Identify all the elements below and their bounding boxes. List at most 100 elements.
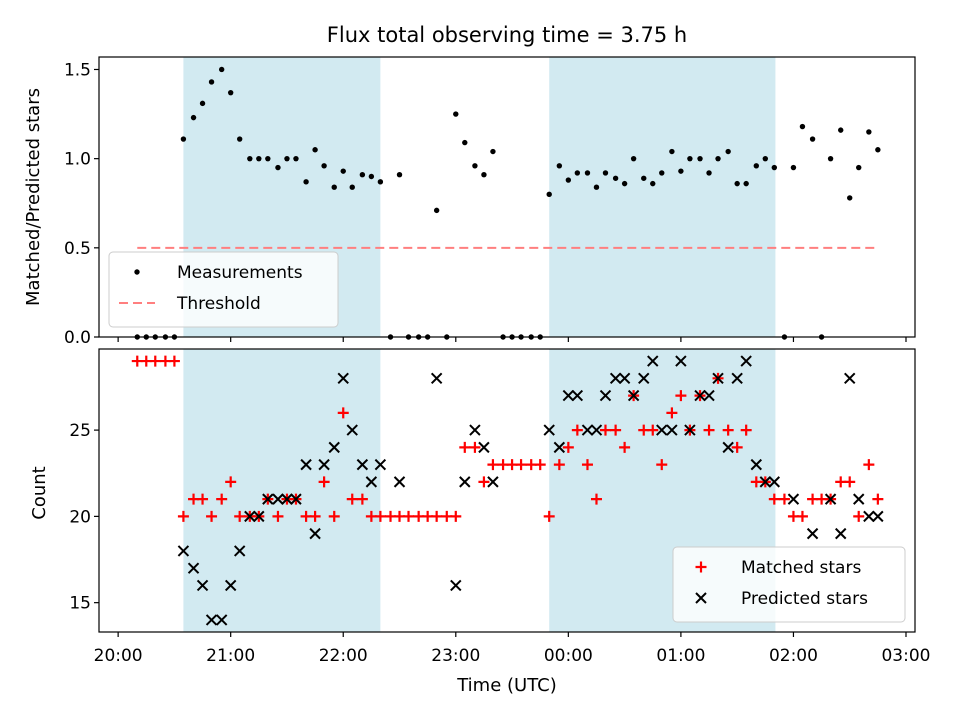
predicted-star-marker: [318, 458, 330, 471]
legend-matched-marker: [695, 561, 707, 573]
measurement-point: [612, 175, 619, 181]
measurement-point: [593, 184, 600, 190]
matched-star-marker: [487, 459, 499, 471]
measurement-point: [866, 129, 872, 135]
measurement-point: [650, 180, 656, 187]
predicted-star-marker: [750, 458, 763, 471]
predicted-star-marker: [638, 372, 650, 385]
matched-star-marker: [225, 476, 237, 488]
matched-star-marker: [796, 510, 808, 522]
bottom-y-tick-label: 20: [69, 507, 91, 527]
predicted-star-marker: [703, 389, 715, 402]
measurement-point: [377, 179, 384, 185]
measurement-point: [462, 139, 468, 146]
matched-star-marker: [197, 493, 209, 505]
predicted-star-marker: [224, 579, 237, 592]
predicted-star-marker: [300, 458, 312, 471]
measurement-point: [190, 114, 197, 121]
matched-star-marker: [703, 424, 715, 436]
predicted-star-marker: [328, 441, 340, 454]
predicted-star-marker: [215, 614, 228, 626]
predicted-star-marker: [365, 476, 378, 488]
measurement-point: [284, 155, 290, 162]
matched-star-marker: [599, 424, 611, 436]
matched-star-marker: [149, 355, 161, 367]
predicted-star-marker: [694, 389, 706, 402]
predicted-star-marker: [656, 424, 668, 436]
measurement-point: [293, 155, 299, 162]
predicted-star-marker: [430, 372, 443, 385]
matched-star-marker: [356, 493, 368, 505]
measurement-point: [227, 89, 234, 96]
measurement-point: [659, 170, 665, 176]
predicted-star-marker: [722, 441, 734, 454]
measurement-point: [574, 170, 581, 176]
matched-star-marker: [872, 493, 884, 505]
matched-star-marker: [272, 510, 284, 522]
measurement-point: [856, 164, 862, 171]
measurement-point: [218, 66, 225, 73]
matched-star-marker: [346, 493, 358, 505]
matched-star-marker: [731, 441, 743, 453]
measurement-point: [556, 163, 563, 169]
top-axes-frame: [98, 56, 916, 338]
matched-star-marker: [844, 476, 856, 488]
predicted-star-marker: [244, 510, 256, 523]
top-y-axis-label: Matched/Predicted stars: [23, 88, 44, 306]
predicted-star-marker: [187, 562, 200, 574]
matched-star-marker: [610, 424, 622, 436]
legend-label: Matched stars: [741, 558, 861, 578]
matched-star-marker: [562, 441, 574, 453]
measurement-point: [706, 170, 712, 176]
matched-star-marker: [450, 510, 462, 522]
measurement-point: [359, 172, 366, 178]
top-y-tick-label: 0.5: [64, 239, 91, 259]
predicted-star-marker: [553, 441, 566, 454]
measurement-point: [847, 195, 853, 201]
predicted-star-marker: [647, 355, 659, 367]
matched-star-marker: [619, 441, 631, 453]
matched-star-marker: [469, 441, 481, 453]
predicted-star-marker: [478, 441, 490, 454]
predicted-star-marker: [806, 527, 819, 540]
predicted-star-marker: [787, 493, 800, 505]
predicted-star-marker: [562, 389, 575, 402]
matched-star-marker: [403, 510, 415, 522]
x-tick-label: 02:00: [769, 646, 818, 666]
measurement-point: [753, 163, 760, 169]
bottom-legend-box: [672, 546, 906, 623]
matched-star-marker: [666, 407, 678, 419]
bottom-y-tick-label: 25: [69, 421, 91, 441]
matched-star-marker: [853, 510, 865, 522]
predicted-star-marker: [205, 614, 218, 626]
predicted-star-marker: [272, 493, 284, 505]
predicted-star-marker: [337, 372, 349, 385]
measurement-point: [303, 179, 309, 185]
bottom-shaded-span: [183, 349, 381, 632]
matched-star-marker: [675, 390, 687, 402]
bottom-panel: 15 20 25 20:00 21:00 22:00 23:00 00:00 01:00 02:0…: [69, 348, 930, 666]
measurement-point: [762, 155, 769, 162]
x-tick-label: 22:00: [319, 646, 368, 666]
matched-star-marker: [318, 476, 330, 488]
measurement-point: [265, 155, 271, 162]
predicted-star-marker: [872, 510, 884, 523]
matched-star-marker: [534, 459, 546, 471]
measurement-point: [275, 164, 281, 171]
predicted-star-marker: [590, 424, 603, 436]
predicted-star-marker: [666, 424, 678, 436]
matched-star-marker: [459, 441, 471, 453]
measurement-point: [602, 170, 609, 176]
matched-star-marker: [168, 355, 180, 367]
matched-star-marker: [768, 493, 780, 505]
measurement-point: [827, 155, 834, 162]
predicted-star-marker: [253, 510, 265, 523]
measurement-point: [236, 136, 243, 142]
measurement-point: [321, 163, 327, 169]
measurement-point: [396, 172, 403, 178]
measurement-point: [490, 148, 496, 155]
predicted-star-marker: [740, 355, 752, 367]
matched-star-marker: [216, 493, 228, 505]
measurement-point: [472, 163, 478, 169]
